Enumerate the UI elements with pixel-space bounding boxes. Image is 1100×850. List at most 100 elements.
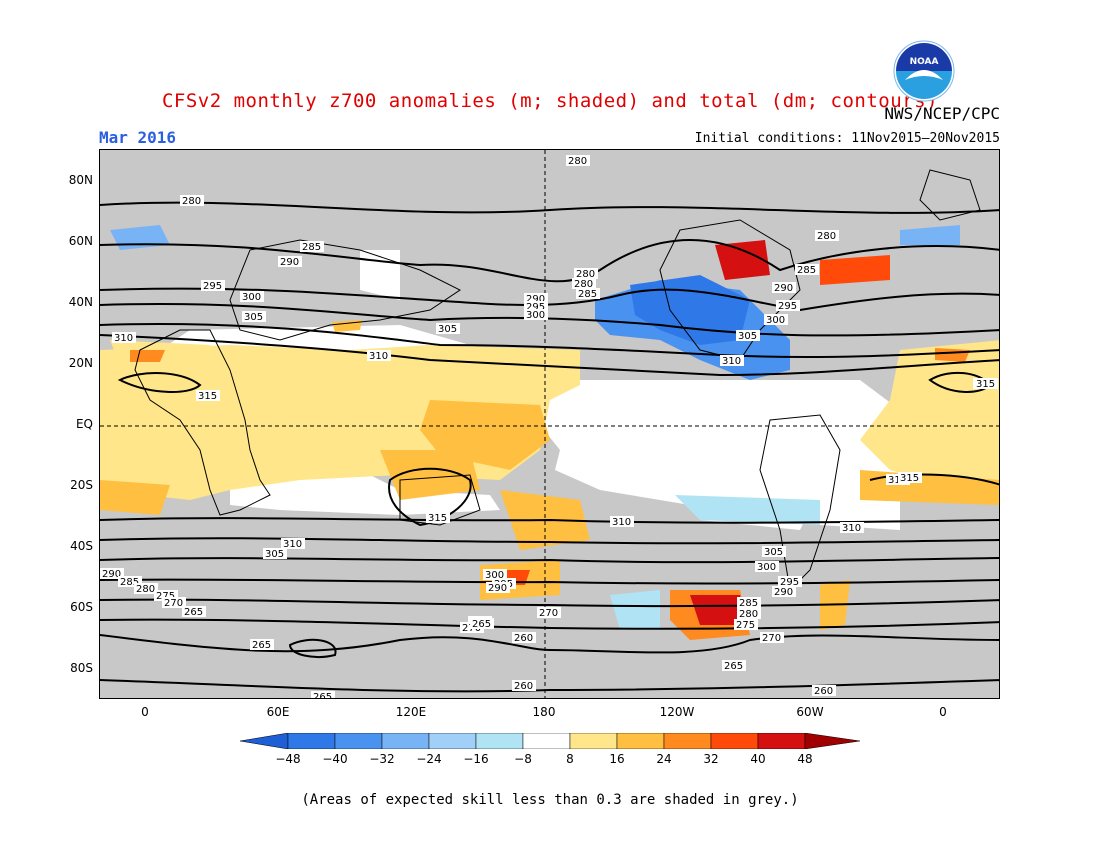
contour-label: 300 bbox=[242, 292, 261, 303]
colorbar-swatch bbox=[757, 733, 806, 749]
colorbar-swatch bbox=[381, 733, 430, 749]
contour-label: 270 bbox=[762, 633, 781, 644]
contour-label: 285 bbox=[578, 289, 597, 300]
contour-label: 285 bbox=[120, 577, 139, 588]
contour-label: 300 bbox=[766, 315, 785, 326]
contour-label: 295 bbox=[780, 577, 799, 588]
contour-label: 280 bbox=[182, 196, 201, 207]
lat-label: 80S bbox=[70, 661, 93, 675]
colorbar-swatch bbox=[710, 733, 759, 749]
colorbar-tick: −48 bbox=[275, 752, 301, 766]
contour-label: 260 bbox=[514, 633, 533, 644]
contour-label: 310 bbox=[612, 517, 631, 528]
contour-label: 310 bbox=[283, 539, 302, 550]
contour-label: 300 bbox=[485, 570, 504, 581]
contour-label: 265 bbox=[313, 692, 332, 699]
svg-text:NOAA: NOAA bbox=[910, 57, 939, 67]
agency-label: NWS/NCEP/CPC bbox=[884, 104, 1000, 123]
contour-label: 290 bbox=[526, 294, 545, 305]
lat-label: 20S bbox=[70, 478, 93, 492]
colorbar-tick: 16 bbox=[609, 752, 625, 766]
lat-label: 20N bbox=[68, 356, 93, 370]
lon-label: 120E bbox=[395, 705, 427, 719]
noaa-logo-icon: NOAA bbox=[893, 40, 955, 102]
colorbar-tick: −24 bbox=[416, 752, 442, 766]
map-panel: 280 280 285 290 295 300 305 310 315 280 … bbox=[99, 149, 1000, 699]
contour-label: 300 bbox=[526, 310, 545, 321]
contour-label: 265 bbox=[252, 640, 271, 651]
anomaly-map: 280 280 285 290 295 300 305 310 315 280 … bbox=[100, 150, 999, 699]
lon-label: 180 bbox=[532, 705, 556, 719]
contour-label: 290 bbox=[102, 569, 121, 580]
contour-label: 285 bbox=[739, 598, 758, 609]
contour-label: 290 bbox=[774, 283, 793, 294]
contour-label: 265 bbox=[184, 607, 203, 618]
lat-label: 40S bbox=[70, 539, 93, 553]
lat-label: 60S bbox=[70, 600, 93, 614]
colorbar-tick: 24 bbox=[656, 752, 672, 766]
colorbar-swatch bbox=[522, 733, 571, 749]
lon-label: 0 bbox=[141, 705, 149, 719]
colorbar-arrow-right bbox=[804, 733, 860, 749]
lat-label: 80N bbox=[68, 173, 93, 187]
contour-label: 305 bbox=[265, 549, 284, 560]
colorbar-tick: 48 bbox=[797, 752, 813, 766]
colorbar-tick: 8 bbox=[566, 752, 574, 766]
colorbar-tick: −16 bbox=[463, 752, 489, 766]
contour-label: 305 bbox=[244, 312, 263, 323]
contour-label: 275 bbox=[736, 620, 755, 631]
contour-label: 265 bbox=[472, 619, 491, 630]
lat-label: 40N bbox=[68, 295, 93, 309]
chart-title: CFSv2 monthly z700 anomalies (m; shaded)… bbox=[161, 90, 939, 112]
contour-label: 270 bbox=[539, 608, 558, 619]
colorbar-swatch bbox=[663, 733, 712, 749]
colorbar-tick: 40 bbox=[750, 752, 766, 766]
contour-label: 280 bbox=[136, 584, 155, 595]
contour-label: 260 bbox=[514, 681, 533, 692]
colorbar-tick: −40 bbox=[322, 752, 348, 766]
contour-label: 280 bbox=[574, 279, 593, 290]
colorbar-swatch bbox=[569, 733, 618, 749]
contour-label: 310 bbox=[842, 523, 861, 534]
lon-label: 0 bbox=[939, 705, 947, 719]
lon-label: 120W bbox=[659, 705, 695, 719]
lon-label: 60W bbox=[796, 705, 824, 719]
contour-label: 305 bbox=[738, 331, 757, 342]
contour-label: 310 bbox=[369, 351, 388, 362]
contour-label: 315 bbox=[900, 473, 919, 484]
anomaly-colorbar bbox=[240, 733, 860, 749]
contour-label: 310 bbox=[114, 333, 133, 344]
contour-label: 315 bbox=[198, 391, 217, 402]
skill-footnote: (Areas of expected skill less than 0.3 a… bbox=[301, 792, 799, 808]
contour-label: 290 bbox=[774, 587, 793, 598]
initial-conditions: Initial conditions: 11Nov2015–20Nov2015 bbox=[694, 131, 1000, 146]
contour-label: 315 bbox=[428, 513, 447, 524]
contour-label: 300 bbox=[757, 562, 776, 573]
colorbar-swatch bbox=[334, 733, 383, 749]
forecast-month: Mar 2016 bbox=[99, 128, 177, 147]
contour-label: 265 bbox=[724, 661, 743, 672]
contour-label: 280 bbox=[576, 269, 595, 280]
contour-label: 305 bbox=[438, 324, 457, 335]
contour-label: 295 bbox=[203, 281, 222, 292]
contour-label: 310 bbox=[722, 356, 741, 367]
contour-label: 280 bbox=[739, 609, 758, 620]
lat-label: 60N bbox=[68, 234, 93, 248]
colorbar-arrow-left bbox=[240, 733, 289, 749]
contour-label: 280 bbox=[568, 156, 587, 167]
colorbar-tick: 32 bbox=[703, 752, 719, 766]
contour-label: 295 bbox=[526, 302, 545, 313]
contour-label: 290 bbox=[280, 257, 299, 268]
colorbar-tick: −32 bbox=[369, 752, 395, 766]
contour-label: 270 bbox=[164, 598, 183, 609]
contour-label: 305 bbox=[764, 547, 783, 558]
contour-label: 260 bbox=[814, 686, 833, 697]
contour-label: 275 bbox=[156, 591, 175, 602]
contour-label: 295 bbox=[778, 301, 797, 312]
lon-label: 60E bbox=[266, 705, 290, 719]
colorbar-swatch bbox=[475, 733, 524, 749]
contour-label: 290 bbox=[488, 583, 507, 594]
colorbar-swatch bbox=[616, 733, 665, 749]
colorbar-swatch bbox=[287, 733, 336, 749]
contour-label: 285 bbox=[797, 265, 816, 276]
